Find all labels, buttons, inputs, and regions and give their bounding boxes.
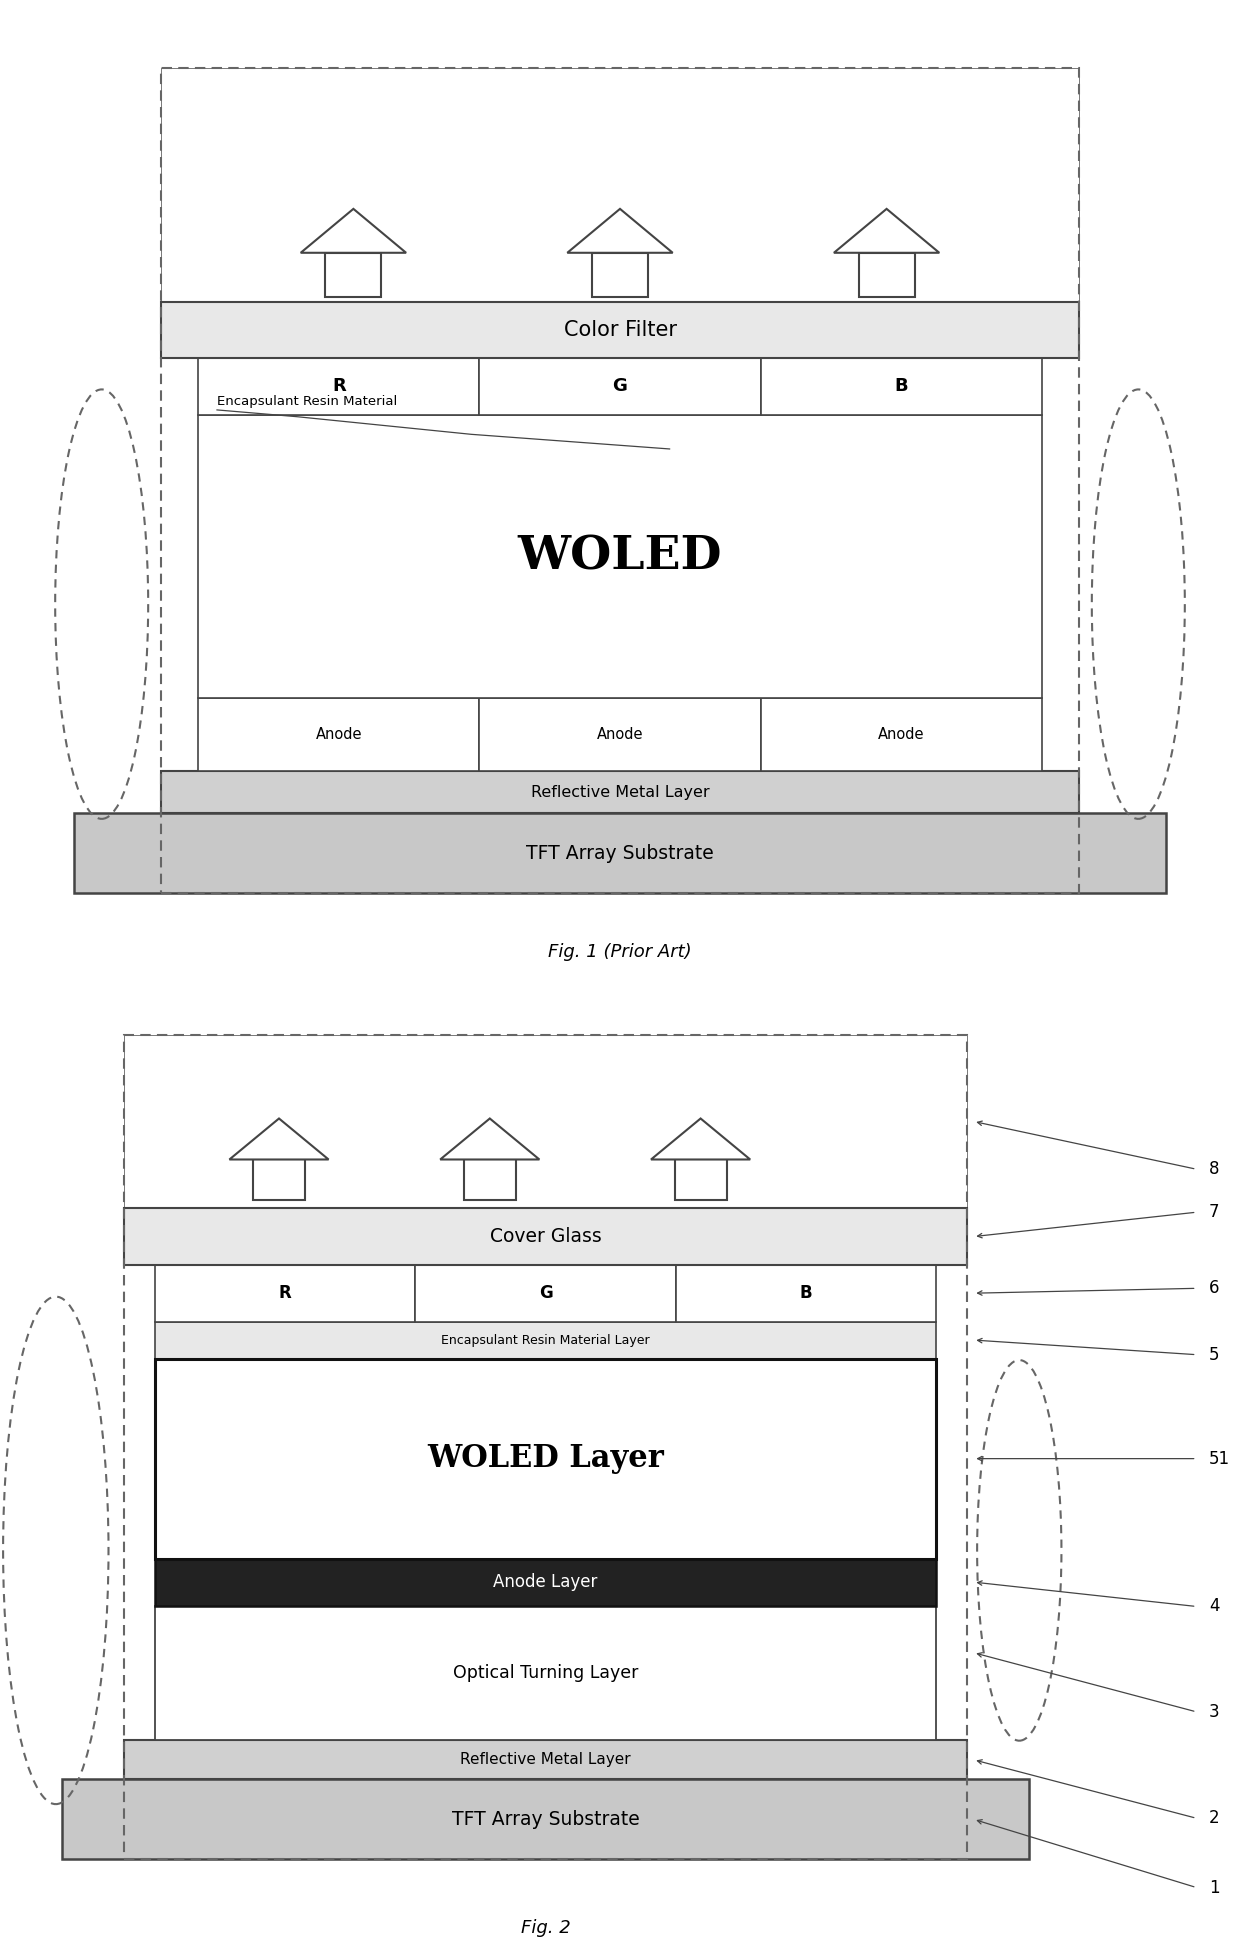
- Text: R: R: [279, 1284, 291, 1302]
- Text: B: B: [894, 377, 908, 396]
- Text: R: R: [332, 377, 346, 396]
- Bar: [593, 252, 647, 297]
- Text: Anode: Anode: [596, 726, 644, 742]
- Bar: [760, 697, 1042, 771]
- Text: Fig. 2: Fig. 2: [521, 1919, 570, 1936]
- Text: TFT Array Substrate: TFT Array Substrate: [526, 843, 714, 863]
- Bar: [198, 697, 480, 771]
- Text: 2: 2: [1209, 1810, 1220, 1827]
- Text: 5: 5: [1209, 1345, 1219, 1364]
- Text: TFT Array Substrate: TFT Array Substrate: [451, 1810, 640, 1829]
- Text: 3: 3: [1209, 1702, 1220, 1722]
- Bar: [161, 68, 1079, 301]
- Text: Fig. 1 (Prior Art): Fig. 1 (Prior Art): [548, 943, 692, 960]
- Text: Anode: Anode: [878, 726, 924, 742]
- Bar: [480, 697, 760, 771]
- Bar: [62, 1780, 1029, 1858]
- Polygon shape: [833, 209, 940, 252]
- Bar: [124, 1035, 967, 1208]
- Text: 6: 6: [1209, 1279, 1219, 1298]
- Text: Encapsulant Resin Material Layer: Encapsulant Resin Material Layer: [441, 1333, 650, 1347]
- Bar: [325, 252, 381, 297]
- Bar: [155, 1322, 936, 1359]
- Polygon shape: [651, 1118, 750, 1159]
- Text: 8: 8: [1209, 1159, 1219, 1179]
- Text: Reflective Metal Layer: Reflective Metal Layer: [460, 1753, 631, 1767]
- Bar: [74, 812, 1166, 892]
- Bar: [415, 1265, 676, 1322]
- Bar: [858, 252, 915, 297]
- Text: Anode Layer: Anode Layer: [494, 1573, 598, 1591]
- Text: B: B: [800, 1284, 812, 1302]
- Bar: [124, 1035, 967, 1858]
- Text: G: G: [613, 377, 627, 396]
- Text: Optical Turning Layer: Optical Turning Layer: [453, 1663, 639, 1683]
- Bar: [124, 1208, 967, 1265]
- Text: WOLED Layer: WOLED Layer: [427, 1443, 665, 1474]
- Text: WOLED: WOLED: [518, 533, 722, 580]
- Bar: [155, 1605, 936, 1741]
- Bar: [464, 1159, 516, 1200]
- Bar: [760, 359, 1042, 416]
- Text: 51: 51: [1209, 1450, 1230, 1468]
- Bar: [253, 1159, 305, 1200]
- Bar: [155, 1558, 936, 1605]
- Text: Encapsulant Resin Material: Encapsulant Resin Material: [217, 394, 397, 408]
- Bar: [675, 1159, 727, 1200]
- Text: 7: 7: [1209, 1202, 1219, 1222]
- Polygon shape: [568, 209, 672, 252]
- Bar: [155, 1359, 936, 1558]
- Polygon shape: [440, 1118, 539, 1159]
- Text: Color Filter: Color Filter: [563, 320, 677, 340]
- Text: 4: 4: [1209, 1597, 1219, 1616]
- Text: 1: 1: [1209, 1878, 1220, 1897]
- Text: Anode: Anode: [316, 726, 362, 742]
- Bar: [161, 68, 1079, 892]
- Text: Reflective Metal Layer: Reflective Metal Layer: [531, 785, 709, 800]
- Bar: [676, 1265, 936, 1322]
- Bar: [198, 414, 1042, 697]
- Polygon shape: [300, 209, 405, 252]
- Polygon shape: [229, 1118, 329, 1159]
- Bar: [161, 301, 1079, 359]
- Text: G: G: [538, 1284, 553, 1302]
- Text: Cover Glass: Cover Glass: [490, 1228, 601, 1245]
- Bar: [124, 1741, 967, 1780]
- Bar: [480, 359, 760, 416]
- Bar: [161, 771, 1079, 812]
- Bar: [155, 1265, 415, 1322]
- Bar: [198, 359, 480, 416]
